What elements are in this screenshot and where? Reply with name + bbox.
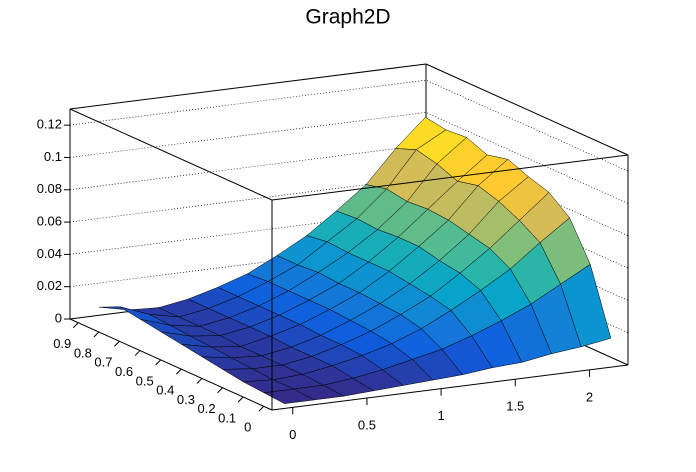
surface-cell <box>263 388 316 404</box>
box-edge <box>425 63 629 156</box>
y-tick-label: 0 <box>244 420 251 435</box>
chart-title: Graph2D <box>305 6 390 29</box>
y-tick-label: 0.2 <box>197 401 215 416</box>
z-tick-label: 0.12 <box>37 117 62 132</box>
y-tick <box>237 396 244 403</box>
z-tick-label: 0 <box>55 310 62 325</box>
y-tick-label: 0.9 <box>53 336 71 351</box>
box-edge <box>69 63 427 110</box>
box-edge <box>271 364 629 411</box>
y-tick <box>114 340 120 347</box>
y-tick <box>72 322 79 329</box>
y-tick-label: 0.4 <box>156 383 174 398</box>
y-tick <box>175 368 182 375</box>
x-tick-label: 2 <box>586 389 593 404</box>
z-tick-label: 0.08 <box>37 181 62 196</box>
box-edge <box>69 108 273 201</box>
y-tick-label: 0.3 <box>177 392 195 407</box>
y-tick <box>217 387 223 394</box>
y-tick <box>155 359 162 366</box>
box-edge <box>69 318 273 411</box>
x-tick-label: 0 <box>289 427 296 442</box>
y-tick-label: 0.1 <box>218 410 236 425</box>
y-tick-label: 0.7 <box>94 355 112 370</box>
box-edge <box>271 154 629 201</box>
z-tick-label: 0.1 <box>44 149 62 164</box>
y-tick <box>93 331 100 338</box>
z-tick-label: 0.04 <box>37 246 62 261</box>
x-tick-label: 1 <box>437 408 444 423</box>
y-tick-label: 0.6 <box>115 364 133 379</box>
z-tick-label: 0.06 <box>37 214 62 229</box>
y-tick-label: 0.8 <box>74 345 92 360</box>
y-tick-label: 0.5 <box>136 373 154 388</box>
x-tick-label: 0.5 <box>358 417 376 432</box>
y-tick <box>258 405 265 412</box>
x-tick-label: 1.5 <box>506 399 524 414</box>
z-tick-label: 0.02 <box>37 278 62 293</box>
y-tick <box>196 378 203 384</box>
grid-line <box>69 79 629 172</box>
y-tick <box>134 350 141 356</box>
